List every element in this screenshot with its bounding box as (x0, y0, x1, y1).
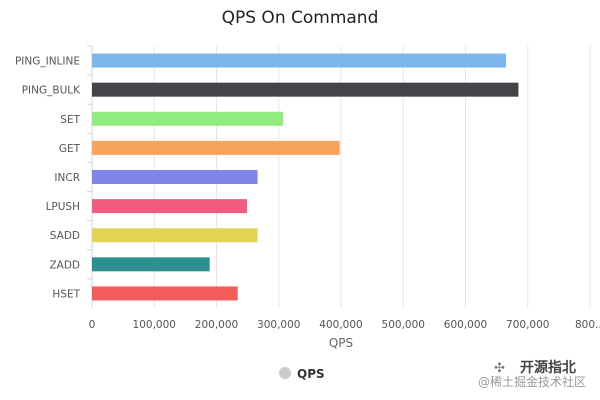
legend-marker (279, 367, 291, 379)
bar-sadd[interactable] (92, 228, 258, 243)
bar-zadd[interactable] (92, 257, 210, 272)
x-axis-title: QPS (329, 336, 353, 350)
category-label: PING_INLINE (15, 56, 80, 68)
category-label: SADD (50, 230, 80, 242)
category-labels: PING_INLINE PING_BULK SET GET INCR LPUSH SADD Z… (15, 56, 81, 301)
watermark-brand: 开源指北 (520, 359, 576, 376)
category-label: GET (59, 143, 81, 155)
legend[interactable]: QPS (279, 367, 325, 381)
x-tick-label: 200,000 (195, 319, 238, 331)
category-label: INCR (54, 172, 80, 184)
watermark: ✣ 开源指北 @稀土掘金技术社区 (478, 359, 586, 389)
watermark-sub: @稀土掘金技术社区 (478, 374, 586, 389)
x-tick-labels: 0 100,000 200,000 300,000 400,000 500,000 600,… (89, 319, 600, 331)
x-tick-label: 800... (575, 319, 600, 331)
x-tick-label: 500,000 (382, 319, 425, 331)
category-label: PING_BULK (22, 85, 81, 97)
bar-incr[interactable] (92, 170, 258, 184)
bar-ping-inline[interactable] (92, 53, 506, 68)
category-label: SET (60, 114, 80, 126)
bar-ping-bulk[interactable] (92, 82, 519, 97)
x-tick-label: 0 (89, 319, 96, 331)
bars (92, 53, 519, 301)
category-label: HSET (52, 288, 80, 300)
bar-get[interactable] (92, 140, 340, 155)
x-tick-label: 300,000 (257, 319, 300, 331)
x-tick-label: 400,000 (319, 319, 362, 331)
bar-set[interactable] (92, 111, 284, 126)
category-label: LPUSH (46, 201, 80, 213)
x-tick-label: 600,000 (444, 319, 487, 331)
bar-hset[interactable] (92, 286, 238, 301)
bar-lpush[interactable] (92, 199, 248, 214)
chart-title: QPS On Command (222, 8, 379, 28)
legend-label: QPS (297, 367, 325, 381)
category-label: ZADD (49, 259, 80, 271)
wechat-icon: ✣ (494, 361, 505, 376)
x-tick-label: 700,000 (506, 319, 549, 331)
x-tick-label: 100,000 (133, 319, 176, 331)
